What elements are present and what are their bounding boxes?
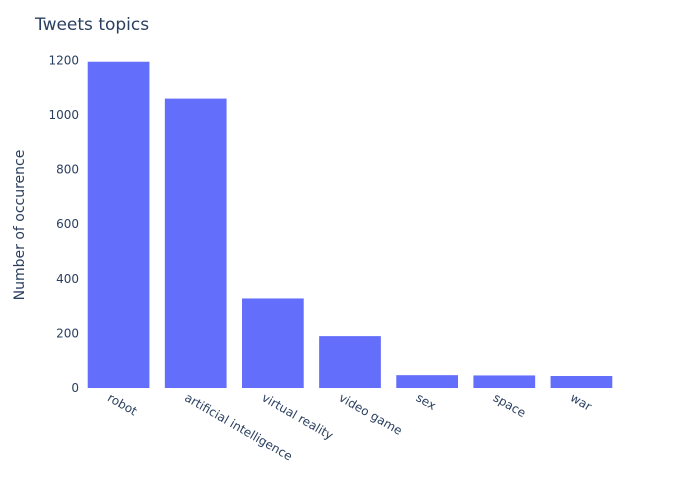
chart-title: Tweets topics [34,15,149,35]
bars-group [87,61,613,388]
bar-virtual-reality [242,298,304,388]
x-tick-label: space [491,390,528,420]
bar-space [473,375,536,388]
bar-war [550,375,613,388]
bar-sex [396,375,458,388]
y-tick-label: 1000 [48,108,79,122]
bar-artificial-intelligence [164,98,227,388]
bar-robot [87,61,150,388]
x-tick-label: virtual reality [259,390,335,442]
y-tick-label: 800 [56,163,79,177]
x-tick-label: war [568,390,594,413]
y-tick-label: 400 [56,272,79,286]
x-tick-label: sex [414,390,439,412]
y-axis-title: Number of occurence [12,150,28,301]
y-tick-label: 1200 [48,53,79,67]
x-tick-label: robot [105,390,140,418]
bar-video-game [319,336,381,388]
y-tick-label: 0 [71,381,79,395]
y-tick-label: 600 [56,217,79,231]
y-tick-label: 200 [56,326,79,340]
y-axis: 0 200 400 600 800 1000 1200 [48,53,79,395]
x-tick-label: video game [337,390,405,437]
